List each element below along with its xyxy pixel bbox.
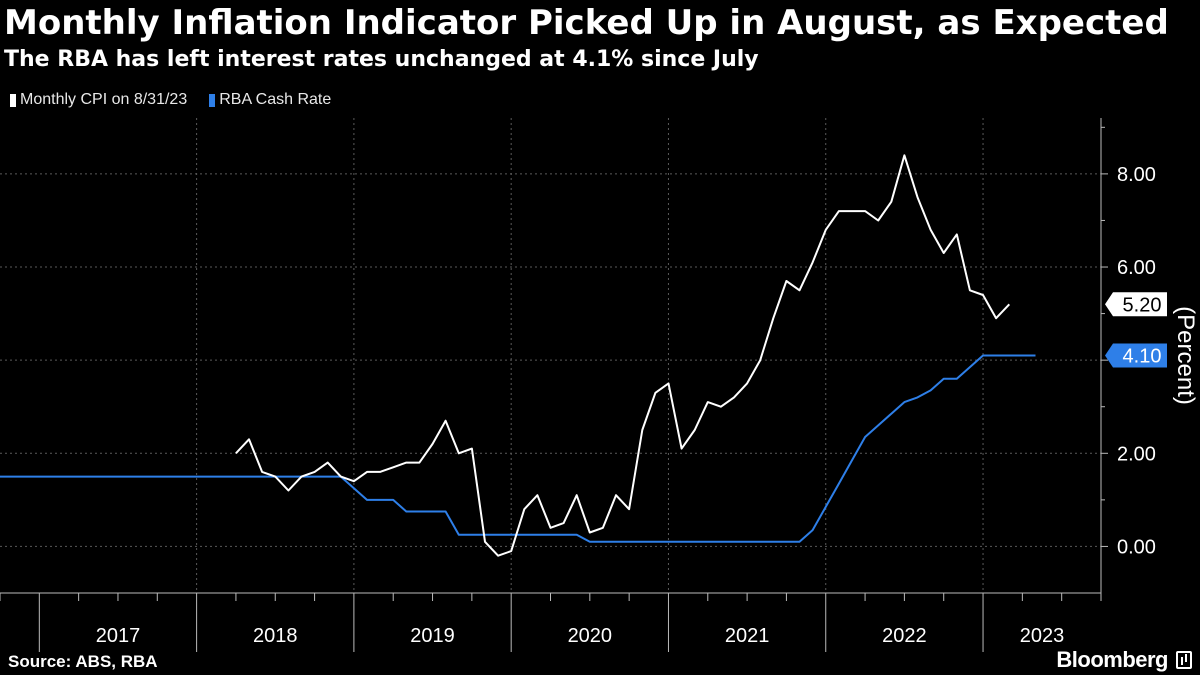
- chart-title: Monthly Inflation Indicator Picked Up in…: [4, 3, 1169, 43]
- legend-swatch-cpi: [10, 93, 16, 107]
- x-tick-label: 2018: [253, 625, 298, 647]
- end-tag-cpi: [1105, 292, 1167, 317]
- y-tick-label: 8.00: [1117, 164, 1156, 186]
- series-line-cpi: [235, 154, 1011, 557]
- legend-swatch-cash-rate: [209, 93, 216, 107]
- y-tick-label: 2.00: [1117, 443, 1156, 465]
- legend-label-cpi: Monthly CPI on 8/31/23: [20, 91, 188, 108]
- brand: Bloomberg: [1056, 647, 1192, 673]
- legend-label-cash-rate: RBA Cash Rate: [219, 91, 332, 108]
- x-tick-label: 2022: [882, 625, 927, 647]
- x-tick-label: 2017: [96, 625, 141, 647]
- x-tick-label: 2019: [410, 625, 455, 647]
- y-tick-label: 0.00: [1117, 536, 1156, 558]
- end-tag-cash-rate: [1105, 343, 1167, 368]
- end-label-cpi: 5.20: [1123, 294, 1162, 316]
- bloomberg-logo-text: Bloomberg: [1056, 647, 1168, 672]
- x-tick-label: 2020: [568, 625, 613, 647]
- legend-item-cpi: Monthly CPI on 8/31/23: [10, 90, 187, 110]
- y-axis-label: (Percent): [1172, 306, 1199, 405]
- series-line-cash-rate: [0, 354, 1036, 543]
- end-label-cash-rate: 4.10: [1123, 346, 1162, 368]
- x-tick-label: 2021: [725, 625, 770, 647]
- chart-subtitle: The RBA has left interest rates unchange…: [4, 47, 759, 72]
- legend: Monthly CPI on 8/31/23 RBA Cash Rate: [10, 90, 331, 110]
- y-tick-label: 6.00: [1117, 257, 1156, 279]
- x-tick-label: 2023: [1020, 625, 1065, 647]
- source-note: Source: ABS, RBA: [8, 652, 158, 671]
- legend-item-cash-rate: RBA Cash Rate: [209, 90, 331, 110]
- chart-icon: [1176, 651, 1192, 669]
